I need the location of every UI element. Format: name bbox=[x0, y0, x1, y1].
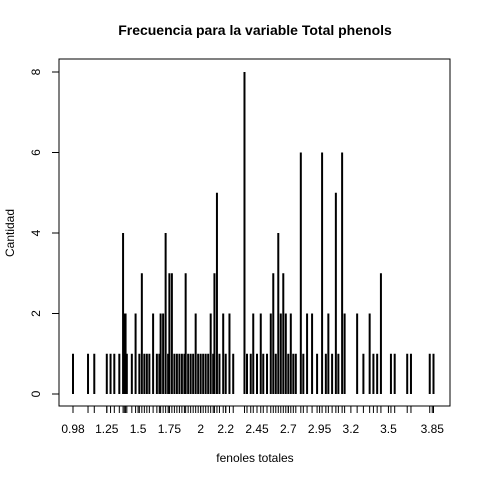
x-axis-label: fenoles totales bbox=[216, 451, 293, 465]
y-tick-label: 4 bbox=[29, 229, 43, 236]
chart-title: Frecuencia para la variable Total phenol… bbox=[118, 22, 392, 38]
x-tick-label: 1.25 bbox=[95, 422, 119, 436]
x-axis: 0.98 1.25 1.5 1.75 2 2.2 2.45 2.7 2.95 3.2 3.5 3.85 bbox=[61, 406, 444, 436]
x-tick-label: 2.7 bbox=[280, 422, 297, 436]
x-tick-label: 2.95 bbox=[308, 422, 332, 436]
x-tick-label: 2.2 bbox=[217, 422, 234, 436]
x-tick-label: 3.2 bbox=[343, 422, 360, 436]
y-tick-label: 6 bbox=[29, 149, 43, 156]
y-axis-label: Cantidad bbox=[3, 209, 17, 257]
y-tick-label: 0 bbox=[29, 390, 43, 397]
x-tick-label: 2 bbox=[197, 422, 204, 436]
bars-group bbox=[72, 72, 435, 394]
x-tick-label: 0.98 bbox=[61, 422, 85, 436]
x-tick-label: 2.45 bbox=[245, 422, 269, 436]
x-tick-label: 3.5 bbox=[380, 422, 397, 436]
y-tick-label: 8 bbox=[29, 68, 43, 75]
x-tick-label: 1.5 bbox=[130, 422, 147, 436]
x-tick-label: 3.85 bbox=[421, 422, 445, 436]
y-axis: 0 2 4 6 8 bbox=[29, 68, 60, 397]
x-tick-label: 1.75 bbox=[158, 422, 182, 436]
y-tick-label: 2 bbox=[29, 310, 43, 317]
